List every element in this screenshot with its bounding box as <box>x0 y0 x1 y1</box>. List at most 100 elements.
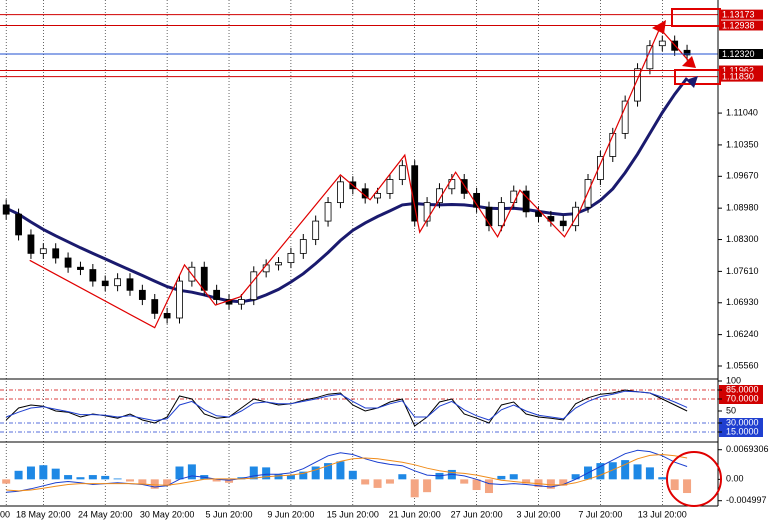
candle-body <box>398 165 406 180</box>
y-tick-label: 70.0000 <box>726 393 759 403</box>
bar <box>39 465 48 480</box>
bar <box>138 479 147 485</box>
tick-label-bg <box>719 427 763 437</box>
bar <box>509 474 518 480</box>
y-tick-label: 85.0000 <box>726 384 759 394</box>
bar <box>2 479 11 484</box>
candle-body <box>89 269 97 282</box>
candle-body <box>559 220 567 227</box>
bar <box>262 467 271 480</box>
candle-body <box>386 179 394 194</box>
y-tick-label: 1.06240 <box>726 329 759 339</box>
candle-body <box>64 257 72 268</box>
y-tick-label: 0.0069306 <box>726 444 769 454</box>
highlight-circle <box>666 451 722 507</box>
bar <box>101 475 110 480</box>
bar <box>410 479 419 498</box>
candle-body <box>151 299 159 314</box>
bar <box>311 466 320 480</box>
price-label-bg <box>719 20 763 31</box>
x-tick-label: 24 May 20:00 <box>78 509 133 519</box>
bar <box>187 464 196 480</box>
bar <box>423 479 432 493</box>
bar <box>546 479 555 489</box>
x-tick-label: 13 Jul 20:00 <box>638 509 687 519</box>
price-label: 1.11830 <box>722 71 754 81</box>
y-tick-label: 1.09670 <box>726 171 759 181</box>
candle-body <box>27 234 35 254</box>
candle-body <box>77 266 84 270</box>
bar <box>88 475 97 480</box>
candle-body <box>114 278 122 287</box>
candle-body <box>163 312 171 319</box>
arrow-head <box>652 20 666 34</box>
bar <box>670 479 679 491</box>
y-tick-label: 1.08300 <box>726 234 759 244</box>
bar <box>484 479 493 494</box>
candle-body <box>609 132 617 157</box>
series-line <box>6 453 688 492</box>
bar <box>683 479 692 494</box>
bar <box>559 479 568 486</box>
annotations <box>652 8 722 507</box>
candle-body <box>572 206 580 227</box>
arrow-head <box>682 56 696 68</box>
bar <box>125 479 134 482</box>
bar <box>286 475 295 480</box>
bar <box>596 463 605 480</box>
y-tick-label: 1.05560 <box>726 360 759 370</box>
candle-body <box>485 206 493 227</box>
candle-body <box>621 100 629 134</box>
candle-body <box>646 45 654 70</box>
bar <box>299 471 308 480</box>
bar <box>522 479 531 484</box>
series-line <box>5 389 688 427</box>
bar <box>658 477 667 480</box>
bar <box>51 468 60 480</box>
candle-body <box>596 156 604 180</box>
candle-body <box>15 213 22 236</box>
bar <box>163 479 172 486</box>
bar <box>398 474 407 480</box>
candle-body <box>200 266 208 291</box>
price-label: 1.12320 <box>722 49 755 59</box>
candle-body <box>374 192 381 199</box>
candle-body <box>176 280 183 319</box>
candle-body <box>275 262 282 266</box>
x-tick-label: 21 Jun 20:00 <box>389 509 441 519</box>
bar <box>274 474 283 480</box>
series-line <box>6 449 688 493</box>
bar <box>225 479 234 483</box>
candle-body <box>510 190 518 204</box>
x-tick-label: 7 Jul 20:00 <box>578 509 622 519</box>
series-line <box>6 390 688 422</box>
bar <box>26 466 35 480</box>
candle-body <box>423 202 431 222</box>
y-tick-label: 100 <box>726 375 741 385</box>
x-tick-label: 30 May 20:00 <box>140 509 195 519</box>
candle-body <box>658 40 666 47</box>
candle-body <box>522 190 530 213</box>
bar <box>212 479 221 482</box>
highlight-box <box>671 8 721 27</box>
y-tick-label: 1.06930 <box>726 297 759 307</box>
bar <box>14 470 23 480</box>
bar <box>385 479 394 484</box>
price-label-bg <box>719 65 763 76</box>
bar <box>373 479 382 488</box>
zigzag-line <box>29 27 690 329</box>
bar <box>348 470 357 480</box>
price-label-bg <box>719 71 763 82</box>
candle-body <box>39 248 47 254</box>
x-tick-label: 9 Jun 20:00 <box>267 509 314 519</box>
bar <box>336 461 345 480</box>
price-label: 1.13173 <box>722 10 755 20</box>
candle-body <box>312 220 320 240</box>
candle-body <box>213 289 221 300</box>
bar <box>64 475 73 480</box>
candle-body <box>126 278 134 291</box>
price-label-bg <box>719 49 763 59</box>
